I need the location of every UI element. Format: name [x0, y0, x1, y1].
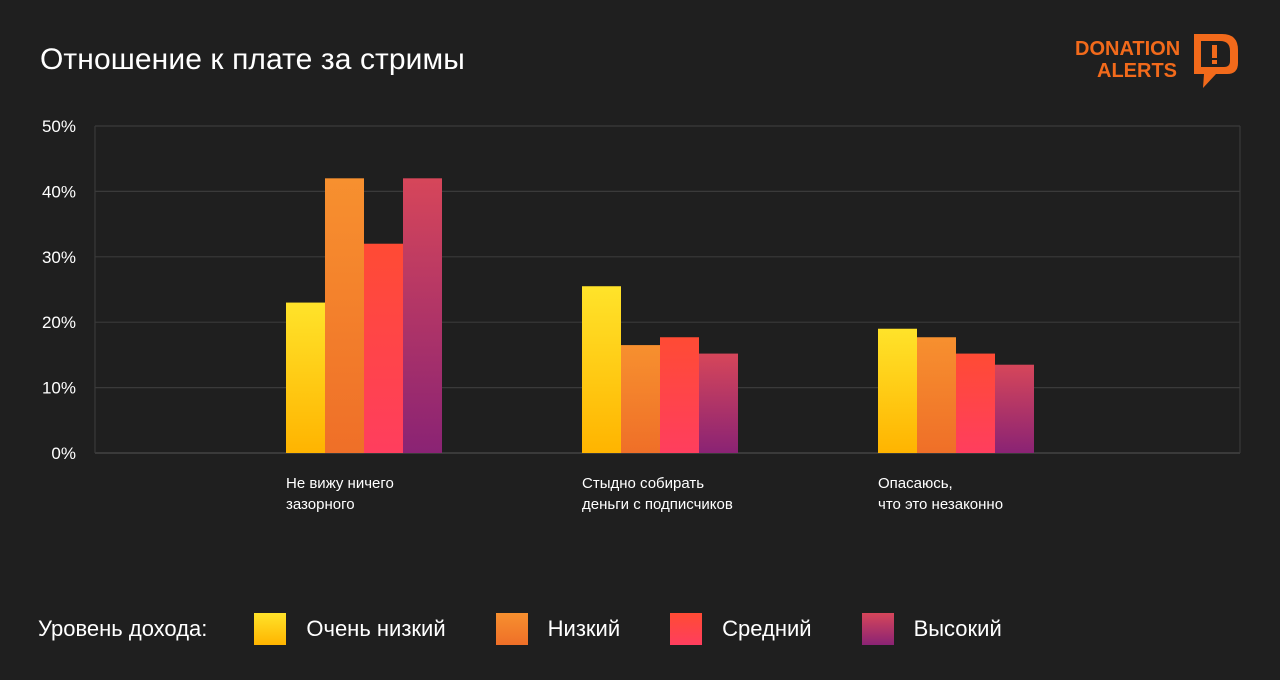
x-category-label: деньги с подписчиков	[582, 496, 733, 513]
x-axis-labels: Не вижу ничего зазорного Стыдно собирать де…	[286, 475, 1003, 513]
bar-3-2	[917, 337, 956, 453]
legend-item: Высокий	[861, 613, 1002, 645]
bar-2-3	[660, 337, 699, 453]
x-category-label: Не вижу ничего	[286, 475, 394, 492]
logo-text-line2: ALERTS	[1097, 60, 1177, 82]
bars-layer	[286, 178, 1034, 453]
legend-label: Низкий	[547, 616, 621, 641]
x-category-label: что это незаконно	[878, 496, 1003, 513]
bar-2-1	[582, 286, 621, 453]
y-tick-label: 40%	[42, 182, 76, 201]
legend-item: Очень низкий	[254, 613, 446, 645]
bar-2-4	[699, 353, 738, 453]
y-tick-label: 10%	[42, 379, 76, 398]
bar-1-1	[286, 302, 325, 453]
bar-3-3	[956, 353, 995, 453]
bar-3-4	[995, 364, 1034, 453]
legend-swatch	[861, 613, 894, 645]
y-axis-ticks: 0% 10% 20% 30% 40% 50%	[42, 117, 76, 463]
legend-label: Высокий	[913, 616, 1002, 641]
x-category-label: Опасаюсь,	[878, 475, 953, 492]
bar-1-4	[403, 178, 442, 453]
legend-item: Низкий	[495, 613, 621, 645]
legend-swatch	[495, 613, 528, 645]
bar-chart: 0% 10% 20% 30% 40% 50% Не вижу ничего зазорног…	[42, 117, 1241, 513]
legend-item: Средний	[670, 613, 812, 645]
y-tick-label: 20%	[42, 313, 76, 332]
logo-text-line1: DONATION	[1075, 38, 1180, 60]
y-tick-label: 30%	[42, 248, 76, 267]
chart-title: Отношение к плате за стримы	[40, 43, 465, 76]
bar-1-2	[325, 178, 364, 453]
bar-2-2	[621, 345, 660, 453]
legend-swatch	[254, 613, 287, 645]
legend-label: Средний	[722, 616, 812, 641]
legend: Уровень дохода: Очень низкий Низкий Средни…	[38, 612, 1052, 646]
legend-swatch	[670, 613, 703, 645]
y-tick-label: 0%	[51, 444, 76, 463]
legend-title: Уровень дохода:	[38, 616, 208, 641]
legend-label: Очень низкий	[306, 616, 446, 641]
donation-alerts-logo: DONATION ALERTS	[1075, 34, 1238, 88]
grid-layer	[94, 125, 1241, 454]
x-category-label: Стыдно собирать	[582, 475, 704, 492]
bar-3-1	[878, 328, 917, 453]
x-category-label: зазорного	[286, 496, 355, 513]
y-tick-label: 50%	[42, 117, 76, 136]
bar-1-3	[364, 243, 403, 453]
